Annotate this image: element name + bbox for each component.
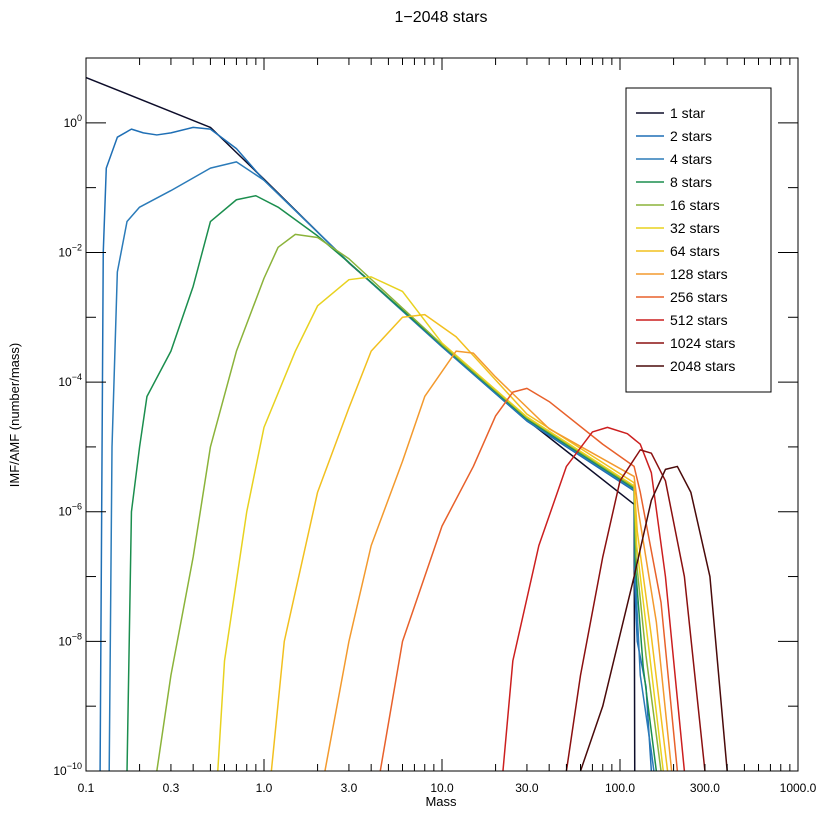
legend-label: 2 stars bbox=[670, 128, 712, 144]
series-line-12 bbox=[579, 465, 728, 772]
series-line-2 bbox=[99, 126, 653, 772]
series-line-6 bbox=[217, 276, 665, 772]
plot-frame bbox=[85, 57, 799, 772]
x-tick-label: 10.0 bbox=[430, 781, 454, 795]
legend-label: 256 stars bbox=[670, 289, 728, 305]
series-line-8 bbox=[324, 350, 673, 772]
legend-label: 512 stars bbox=[670, 312, 728, 328]
x-tick-label: 1000.0 bbox=[780, 781, 817, 795]
x-tick-label: 3.0 bbox=[341, 781, 358, 795]
legend-label: 32 stars bbox=[670, 220, 720, 236]
legend-label: 8 stars bbox=[670, 174, 712, 190]
legend-label: 1 star bbox=[670, 105, 705, 121]
x-tick-label: 300.0 bbox=[690, 781, 720, 795]
y-tick-label: 10−4 bbox=[58, 372, 82, 389]
legend: 1 star 2 stars 4 stars 8 stars 16 stars 32 st… bbox=[625, 87, 772, 393]
series-line-7 bbox=[270, 313, 669, 772]
x-tick-label: 0.1 bbox=[78, 781, 95, 795]
legend-label: 2048 stars bbox=[670, 358, 735, 374]
legend-label: 128 stars bbox=[670, 266, 728, 282]
legend-box bbox=[625, 87, 772, 393]
legend-label: 1024 stars bbox=[670, 335, 735, 351]
series-line-11 bbox=[565, 449, 706, 772]
series-line-3 bbox=[108, 161, 655, 772]
y-tick-label: 10−6 bbox=[58, 502, 82, 519]
series-line-4 bbox=[126, 194, 658, 772]
series-line-1 bbox=[85, 76, 636, 772]
y-tick-label: 10−8 bbox=[58, 631, 82, 648]
y-tick-label: 10−2 bbox=[58, 242, 82, 259]
plot-lines bbox=[85, 76, 728, 772]
x-tick-label: 1.0 bbox=[256, 781, 273, 795]
x-tick-label: 0.3 bbox=[163, 781, 180, 795]
chart-title: 1−2048 stars bbox=[395, 9, 488, 26]
y-tick-label: 100 bbox=[64, 113, 82, 130]
series-line-5 bbox=[156, 233, 662, 772]
x-tick-label: 30.0 bbox=[515, 781, 539, 795]
series-line-10 bbox=[502, 426, 686, 772]
y-tick-label: 10−10 bbox=[53, 761, 82, 778]
legend-label: 4 stars bbox=[670, 151, 712, 167]
legend-label: 64 stars bbox=[670, 243, 720, 259]
y-axis-label: IMF/AMF (number/mass) bbox=[7, 343, 22, 487]
series-line-9 bbox=[379, 387, 679, 772]
legend-label: 16 stars bbox=[670, 197, 720, 213]
x-tick-label: 100.0 bbox=[605, 781, 635, 795]
x-axis-label: Mass bbox=[425, 794, 457, 809]
